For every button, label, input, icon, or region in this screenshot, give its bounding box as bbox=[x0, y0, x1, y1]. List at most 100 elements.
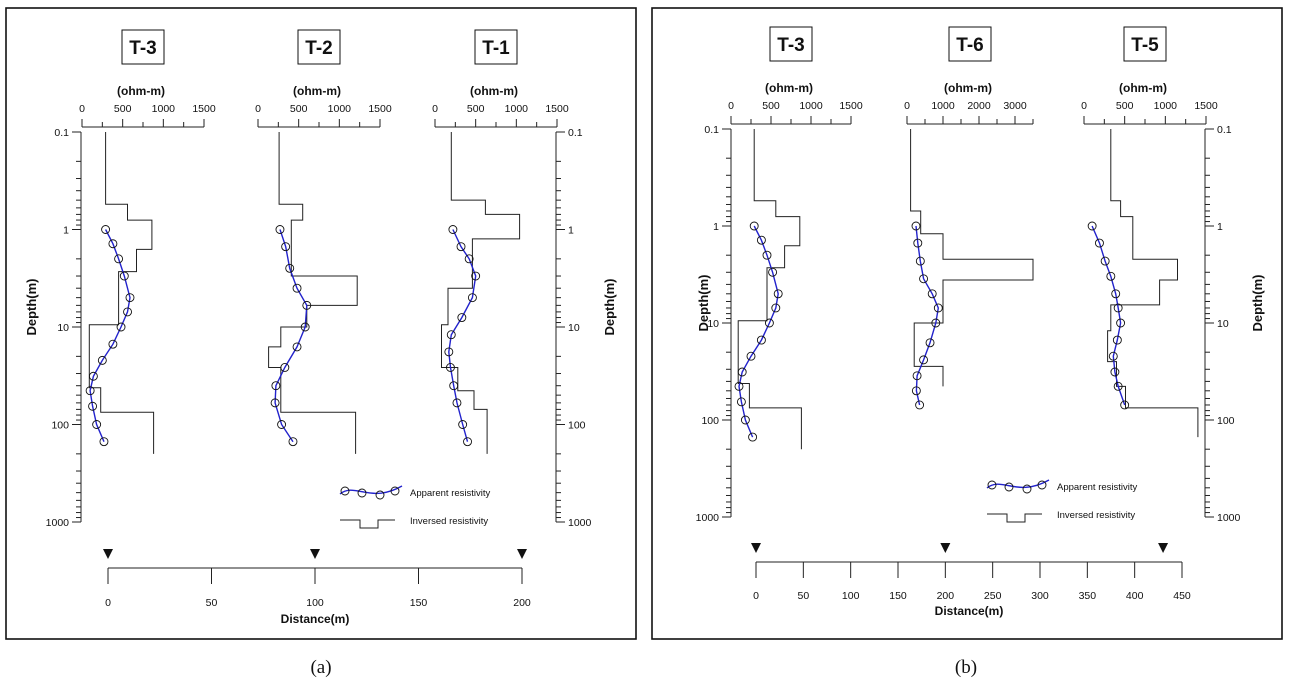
pa-apparent-resistivity-point bbox=[292, 283, 302, 293]
pa-apparent-resistivity-point bbox=[270, 398, 280, 408]
pa-depth-axis-label-left: Depth(m) bbox=[24, 278, 39, 335]
pb-apparent-resistivity-point bbox=[1106, 271, 1116, 281]
pb-resistivity-tick-label: 1500 bbox=[1194, 100, 1218, 112]
pa-depth-tick-label: 0.1 bbox=[568, 127, 583, 139]
pa-apparent-resistivity-point bbox=[456, 242, 466, 252]
pa-unit-label: (ohm-m) bbox=[117, 84, 165, 98]
pb-distance-tick-label: 400 bbox=[1126, 590, 1144, 602]
pa-station-box bbox=[297, 29, 341, 65]
pa-apparent-resistivity-point bbox=[463, 437, 472, 447]
pb-station-marker-triangle bbox=[751, 543, 761, 553]
pa-depth-tick-label: 1000 bbox=[568, 517, 592, 529]
pa-apparent-resistivity-point bbox=[275, 225, 285, 234]
pa-resistivity-tick-label: 500 bbox=[467, 103, 485, 115]
pa-apparent-resistivity-point bbox=[446, 330, 456, 340]
pb-sounding-t-6: T-6 (ohm-m) 0 1000 2000 3000 bbox=[904, 26, 1034, 410]
pa-distance-tick-label: 50 bbox=[206, 597, 218, 609]
pb-apparent-resistivity-point bbox=[919, 274, 929, 284]
pa-apparent-resistivity-point bbox=[471, 271, 481, 281]
pa-apparent-resistivity-point bbox=[285, 263, 295, 273]
pb-resistivity-tick-label: 1000 bbox=[1154, 100, 1178, 112]
pb-station-label: T-6 bbox=[956, 35, 983, 56]
pb-distance-tick-label: 250 bbox=[984, 590, 1002, 602]
pa-apparent-resistivity-point bbox=[452, 398, 462, 408]
pa-apparent-resistivity-point bbox=[271, 381, 281, 391]
pa-depth-tick-label: 100 bbox=[568, 420, 586, 432]
pa-distance-tick-label: 200 bbox=[513, 597, 531, 609]
pa-station-label: T-2 bbox=[305, 38, 332, 59]
pb-apparent-resistivity-point bbox=[915, 400, 925, 410]
pa-legend-apparent-point bbox=[340, 486, 350, 496]
pb-station-box bbox=[1123, 26, 1167, 62]
pb-inversed-resistivity-line bbox=[737, 129, 802, 450]
pa-apparent-resistivity-point bbox=[108, 239, 118, 249]
pb-apparent-resistivity-point bbox=[933, 303, 943, 313]
pb-depth-tick-label: 1 bbox=[1217, 221, 1223, 233]
pb-apparent-resistivity-point bbox=[1095, 238, 1104, 248]
pa-distance-axis-title: Distance(m) bbox=[281, 612, 350, 626]
pb-depth-tick-label: 1 bbox=[713, 221, 719, 233]
pb-station-box bbox=[769, 26, 813, 62]
pb-inversed-resistivity-line bbox=[1107, 129, 1199, 438]
pb-resistivity-tick-label: 0 bbox=[728, 100, 734, 112]
pb-distance-axis: 0 50 100 150 200 250 300 350 400 450 Distance(m) bbox=[751, 543, 1191, 618]
pb-apparent-resistivity-point bbox=[737, 367, 747, 377]
pb-apparent-resistivity-point bbox=[927, 289, 937, 299]
pa-resistivity-tick-label: 1000 bbox=[328, 103, 352, 115]
pb-apparent-resistivity-point bbox=[1113, 303, 1123, 313]
pa-depth-tick-label: 100 bbox=[51, 420, 69, 432]
pa-station-label: T-3 bbox=[129, 38, 156, 59]
caption-a: (a) bbox=[310, 657, 331, 678]
pb-unit-label: (ohm-m) bbox=[944, 81, 992, 95]
pa-apparent-resistivity-point bbox=[457, 313, 467, 323]
pb-apparent-resistivity-point bbox=[748, 432, 758, 442]
pb-legend-apparent-point bbox=[987, 480, 997, 490]
pa-resistivity-tick-label: 1000 bbox=[152, 103, 176, 115]
pb-inversed-resistivity-line bbox=[910, 129, 1034, 387]
pb-depth-tick-label: 10 bbox=[707, 318, 719, 330]
pb-apparent-resistivity-point bbox=[911, 221, 921, 231]
pa-distance-tick-label: 150 bbox=[410, 597, 428, 609]
pb-depth-tick-label: 0.1 bbox=[1217, 124, 1232, 136]
pa-depth-axis-label-right: Depth(m) bbox=[602, 278, 617, 335]
pa-depth-tick-label: 0.1 bbox=[54, 127, 69, 139]
pb-distance-tick-label: 0 bbox=[753, 590, 759, 602]
pb-legend: Apparent resistivity Inversed resistivity bbox=[986, 479, 1138, 523]
pb-sounding-t-5: T-5 (ohm-m) 0 500 1000 1500 bbox=[1081, 26, 1218, 438]
pa-apparent-resistivity-point bbox=[125, 293, 135, 303]
pa-apparent-resistivity-line bbox=[89, 229, 131, 442]
pb-resistivity-tick-label: 500 bbox=[762, 100, 780, 112]
pb-resistivity-tick-label: 0 bbox=[904, 100, 910, 112]
pa-depth-tick-label: 1 bbox=[568, 225, 574, 237]
pa-legend-inversed-line bbox=[340, 519, 395, 529]
pa-resistivity-tick-label: 1500 bbox=[545, 103, 569, 115]
pa-apparent-resistivity-point bbox=[292, 342, 302, 352]
pb-apparent-resistivity-point bbox=[756, 335, 766, 345]
pb-apparent-resistivity-point bbox=[764, 318, 774, 328]
pa-sounding-t-1: T-1 (ohm-m) 0 500 1000 1500 bbox=[432, 29, 569, 454]
pa-legend-apparent-point bbox=[375, 490, 385, 500]
pb-distance-tick-label: 300 bbox=[1031, 590, 1049, 602]
pb-distance-tick-label: 200 bbox=[937, 590, 955, 602]
pb-distance-tick-label: 50 bbox=[797, 590, 809, 602]
pa-apparent-resistivity-point bbox=[302, 300, 312, 310]
pa-resistivity-tick-label: 500 bbox=[290, 103, 308, 115]
pa-apparent-resistivity-point bbox=[116, 322, 126, 332]
pb-resistivity-tick-label: 1500 bbox=[839, 100, 863, 112]
pb-apparent-resistivity-point bbox=[1100, 256, 1110, 266]
pa-resistivity-tick-label: 1500 bbox=[368, 103, 392, 115]
pa-station-label: T-1 bbox=[482, 38, 510, 59]
pb-apparent-resistivity-point bbox=[1120, 400, 1130, 410]
pb-apparent-resistivity-point bbox=[771, 303, 781, 313]
pb-resistivity-tick-label: 1000 bbox=[931, 100, 955, 112]
pa-distance-axis: 0 50 100 150 200 Distance(m) bbox=[103, 549, 531, 626]
pa-resistivity-tick-label: 500 bbox=[114, 103, 132, 115]
pb-station-label: T-5 bbox=[1131, 35, 1159, 56]
pa-apparent-resistivity-point bbox=[449, 381, 459, 391]
pa-resistivity-tick-label: 1000 bbox=[505, 103, 529, 115]
pb-apparent-resistivity-point bbox=[749, 221, 759, 231]
pb-depth-tick-label: 10 bbox=[1217, 318, 1229, 330]
pa-apparent-resistivity-point bbox=[119, 271, 129, 281]
pb-legend-apparent-line bbox=[986, 479, 1050, 489]
